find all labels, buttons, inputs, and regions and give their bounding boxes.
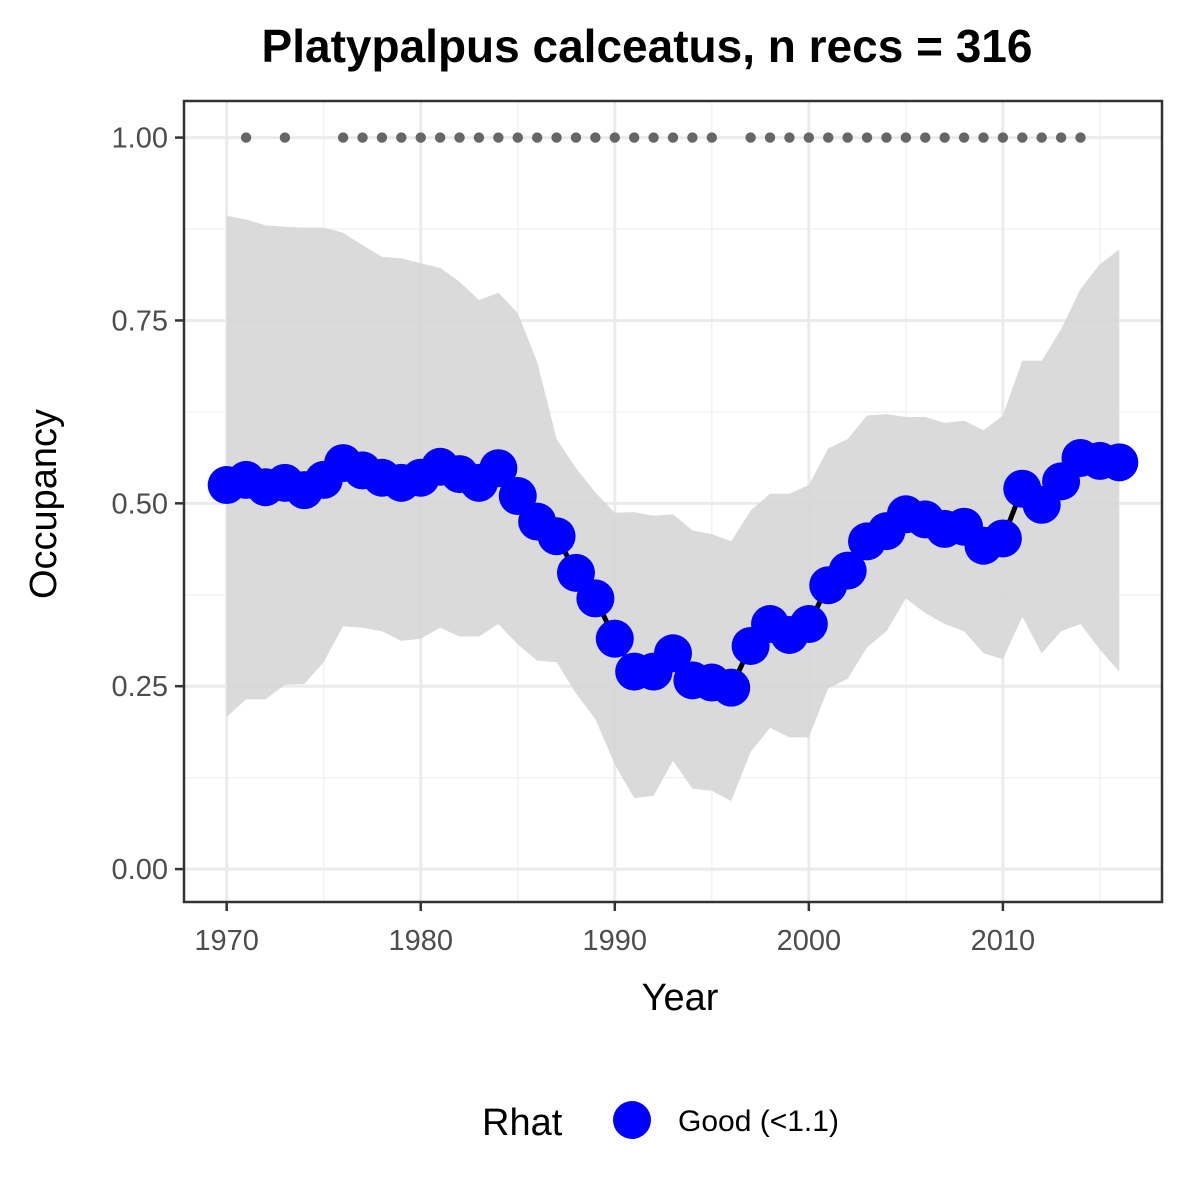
record-dot xyxy=(648,132,659,143)
y-tick-label: 0.25 xyxy=(112,671,168,703)
record-dot xyxy=(512,132,523,143)
panel-border-rect xyxy=(182,99,1164,904)
occupancy-point xyxy=(595,619,634,658)
legend: Rhat Good (<1.1) xyxy=(482,1101,839,1144)
occupancy-point xyxy=(828,551,867,590)
occupancy-point xyxy=(537,517,576,556)
legend-title: Rhat xyxy=(482,1102,563,1144)
record-dot xyxy=(1055,132,1067,143)
record-dot xyxy=(784,132,795,143)
confidence-ribbon-layer xyxy=(226,215,1120,802)
record-dot xyxy=(1036,132,1047,143)
y-axis: 0.00 0.25 0.50 0.75 1.00 xyxy=(112,123,184,886)
record-dot xyxy=(667,132,679,143)
record-dot xyxy=(337,132,349,143)
record-dot xyxy=(279,132,291,143)
record-dot xyxy=(570,132,582,143)
record-dot xyxy=(745,132,756,143)
record-dot xyxy=(240,132,252,143)
record-dot xyxy=(396,132,407,143)
record-dot xyxy=(823,132,834,143)
occupancy-point xyxy=(983,519,1022,558)
occupancy-points-layer xyxy=(207,438,1139,707)
y-tick-label: 1.00 xyxy=(112,123,168,155)
occupancy-point xyxy=(654,634,692,673)
legend-label-good: Good (<1.1) xyxy=(678,1105,839,1138)
record-dot xyxy=(376,132,388,143)
x-tick-label: 2010 xyxy=(971,925,1036,957)
record-dot xyxy=(900,132,912,143)
occupancy-point xyxy=(576,579,615,618)
x-tick-label: 1970 xyxy=(194,925,259,957)
x-tick-label: 2000 xyxy=(777,925,842,957)
y-tick-label: 0.50 xyxy=(112,488,168,520)
record-dot xyxy=(842,132,853,143)
record-dot xyxy=(590,132,601,143)
panel-border xyxy=(182,99,1164,904)
record-dot xyxy=(1075,132,1086,143)
record-dot xyxy=(1017,132,1028,143)
record-dot xyxy=(493,132,504,143)
occupancy-point xyxy=(479,449,518,488)
record-dot xyxy=(939,132,950,143)
record-dot xyxy=(687,132,698,143)
record-dot xyxy=(551,132,562,143)
record-dot xyxy=(978,132,989,143)
record-dot xyxy=(434,132,446,143)
chart-title: Platypalpus calceatus, n recs = 316 xyxy=(262,20,1033,72)
y-axis-title: Occupancy xyxy=(23,409,65,599)
record-dot xyxy=(415,132,426,143)
y-tick-label: 0.00 xyxy=(112,854,168,886)
x-tick-label: 1990 xyxy=(583,925,648,957)
occupancy-point xyxy=(1100,443,1139,482)
record-dot xyxy=(958,132,970,143)
y-tick-label: 0.75 xyxy=(112,305,168,337)
legend-key-good xyxy=(613,1101,651,1139)
record-dot xyxy=(997,132,1009,143)
record-dot xyxy=(706,132,718,143)
record-dot xyxy=(861,132,873,143)
x-axis-title: Year xyxy=(642,977,719,1019)
record-dot xyxy=(454,132,465,143)
record-dot xyxy=(881,132,892,143)
record-dot xyxy=(473,132,485,143)
record-dot xyxy=(357,132,368,143)
record-dot xyxy=(628,132,640,143)
x-tick-label: 1980 xyxy=(388,925,453,957)
occupancy-point xyxy=(789,605,828,644)
occupancy-point xyxy=(712,668,751,707)
record-dot xyxy=(531,132,543,143)
record-dot xyxy=(609,132,620,143)
x-axis: 1970 1980 1990 2000 2010 xyxy=(194,902,1035,957)
confidence-ribbon xyxy=(226,215,1120,802)
record-dot xyxy=(803,132,815,143)
record-dot xyxy=(920,132,931,143)
record-dots-layer xyxy=(240,132,1086,143)
record-dot xyxy=(764,132,776,143)
